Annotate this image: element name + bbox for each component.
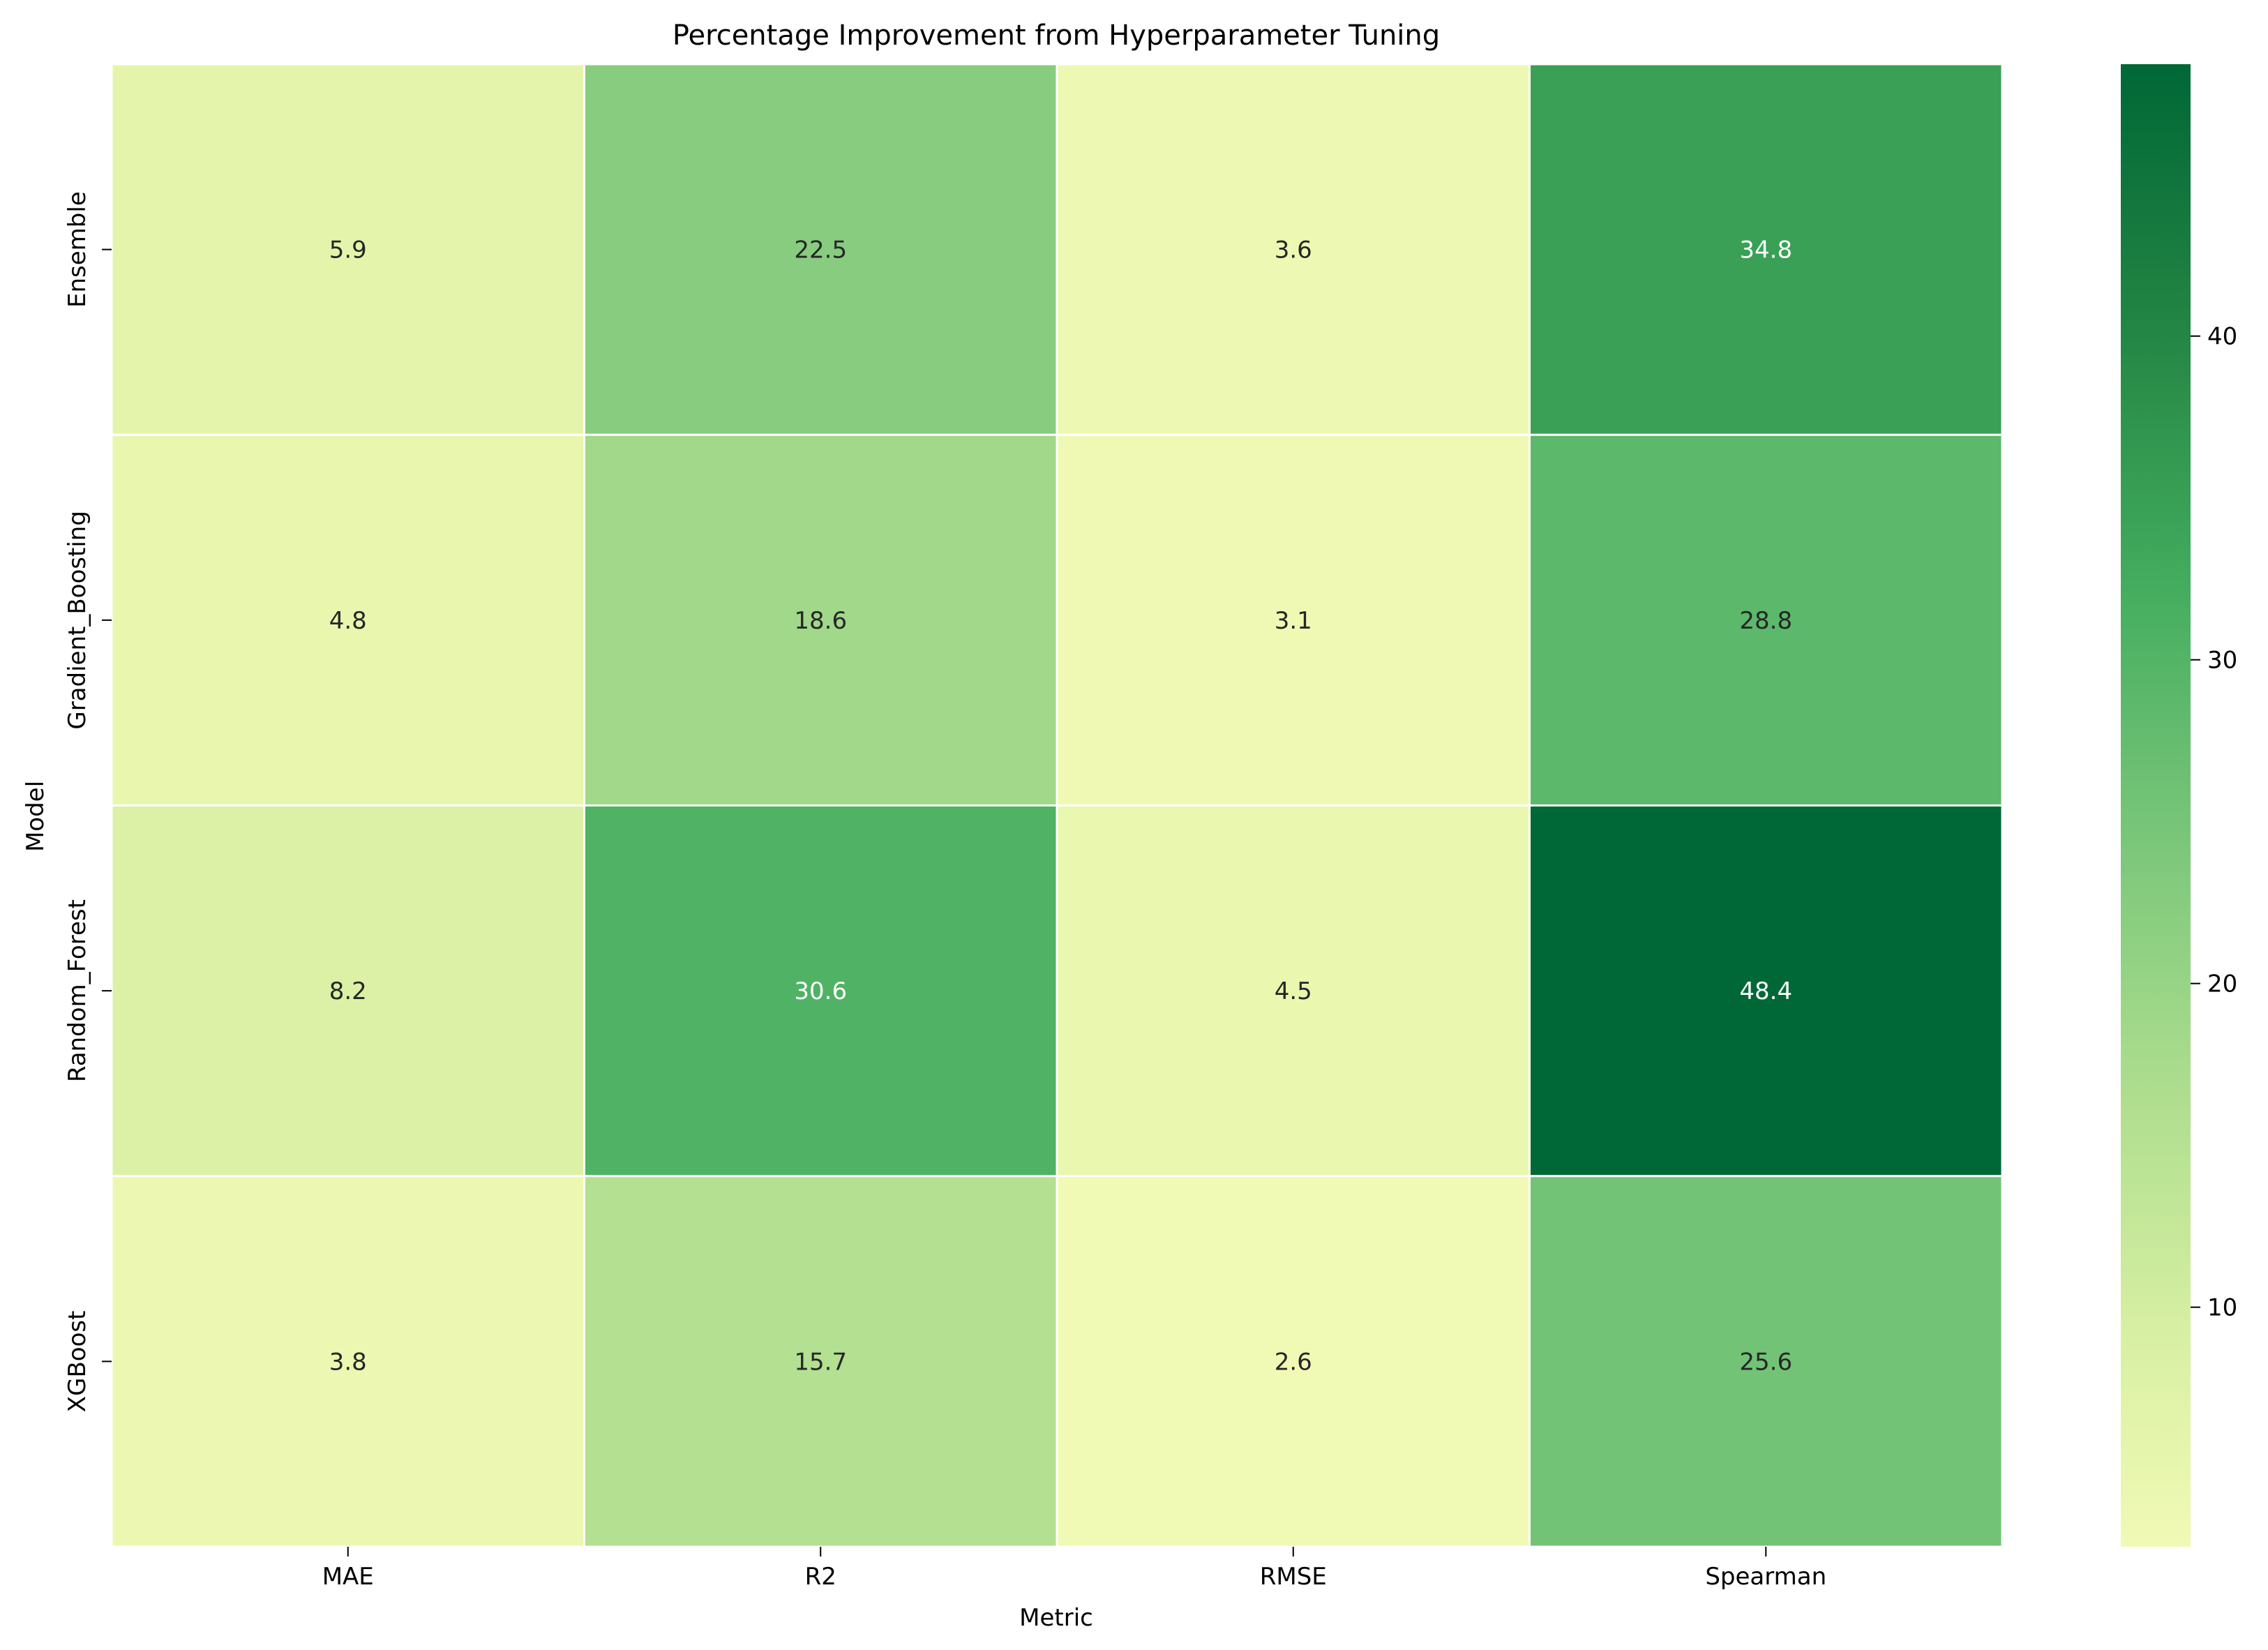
y-tick-label: Ensemble xyxy=(63,191,91,308)
colorbar-tick-label: 40 xyxy=(2207,323,2237,351)
y-tick-label: XGBoost xyxy=(63,1311,91,1413)
y-axis-ticks: Ensemble Gradient_Boosting Random_Forest XG… xyxy=(63,191,112,1412)
cell-value-label: 3.6 xyxy=(1275,237,1312,264)
heatmap-cell-labels: 5.9 22.5 3.6 34.8 4.8 18.6 3.1 28.8 8.2 30.6 4.5 48… xyxy=(329,237,1792,1377)
heatmap-cell xyxy=(1056,1175,1531,1548)
cell-value-label: 3.1 xyxy=(1275,607,1312,635)
heatmap-cell xyxy=(583,63,1058,436)
heatmap-cell xyxy=(1056,433,1531,807)
cell-value-label: 3.8 xyxy=(329,1348,367,1376)
x-tick-label: RMSE xyxy=(1260,1563,1327,1591)
cell-value-label: 4.5 xyxy=(1275,977,1312,1005)
x-tick-label: MAE xyxy=(322,1563,374,1591)
y-axis-label: Model xyxy=(22,781,50,852)
cell-value-label: 28.8 xyxy=(1739,607,1792,635)
heatmap-cell xyxy=(110,63,585,436)
colorbar-tick-label: 20 xyxy=(2207,970,2237,998)
cell-value-label: 25.6 xyxy=(1739,1348,1792,1376)
cell-value-label: 48.4 xyxy=(1739,977,1792,1005)
colorbar-tick-label: 10 xyxy=(2207,1294,2237,1322)
cell-value-label: 5.9 xyxy=(329,237,367,264)
chart-title: Percentage Improvement from Hyperparamet… xyxy=(673,20,1440,52)
heatmap-cell xyxy=(1529,804,2004,1178)
heatmap-cell xyxy=(1529,63,2004,436)
heatmap-cells xyxy=(110,63,2004,1548)
y-tick-label: Random_Forest xyxy=(63,899,91,1082)
colorbar-tick-label: 30 xyxy=(2207,647,2237,675)
cell-value-label: 8.2 xyxy=(329,977,367,1005)
cell-value-label: 34.8 xyxy=(1739,237,1792,264)
cell-value-label: 22.5 xyxy=(794,237,847,264)
y-tick-label: Gradient_Boosting xyxy=(63,511,91,730)
heatmap-cell xyxy=(583,1175,1058,1548)
colorbar xyxy=(2121,64,2191,1547)
cell-value-label: 18.6 xyxy=(794,607,847,635)
x-tick-label: Spearman xyxy=(1705,1563,1826,1591)
heatmap-cell xyxy=(1056,63,1531,436)
heatmap-cell xyxy=(110,1175,585,1548)
cell-value-label: 15.7 xyxy=(794,1348,847,1376)
x-axis-ticks: MAE R2 RMSE Spearman xyxy=(322,1547,1826,1591)
heatmap-cell xyxy=(583,433,1058,807)
colorbar-ticks: 10 20 30 40 xyxy=(2191,323,2237,1322)
heatmap-cell xyxy=(1529,1175,2004,1548)
cell-value-label: 2.6 xyxy=(1275,1348,1312,1376)
cell-value-label: 4.8 xyxy=(329,607,367,635)
heatmap-cell xyxy=(1529,433,2004,807)
x-axis-label: Metric xyxy=(1019,1604,1093,1632)
cell-value-label: 30.6 xyxy=(794,977,847,1005)
x-tick-label: R2 xyxy=(805,1563,836,1591)
heatmap-cell xyxy=(583,804,1058,1178)
heatmap-cell xyxy=(110,433,585,807)
